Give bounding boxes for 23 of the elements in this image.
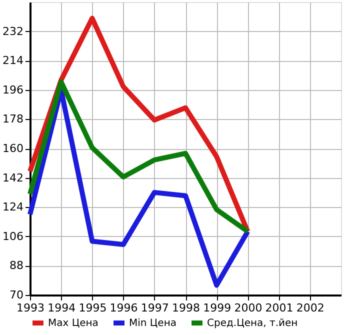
x-tick-label: 1994 bbox=[48, 302, 76, 314]
x-tick-label: 2000 bbox=[234, 302, 262, 314]
x-tick-label: 1993 bbox=[16, 302, 44, 314]
legend-label: Сред.Цена, т.йен bbox=[207, 318, 298, 329]
x-tick-label: 1999 bbox=[203, 302, 232, 314]
y-tick-label: 214 bbox=[2, 54, 24, 68]
x-tick-label: 1997 bbox=[140, 302, 169, 314]
x-tick-label: 2001 bbox=[265, 302, 294, 314]
y-tick-label: 88 bbox=[10, 259, 24, 272]
x-tick-label: 1996 bbox=[110, 302, 138, 314]
y-tick-label: 196 bbox=[2, 83, 24, 96]
y-tick-label: 178 bbox=[2, 112, 24, 126]
legend-label: Max Цена bbox=[48, 318, 98, 329]
x-tick-label: 2002 bbox=[296, 302, 324, 314]
legend-label: Min Цена bbox=[129, 318, 177, 329]
y-tick-label: 106 bbox=[2, 230, 24, 243]
y-tick-label: 142 bbox=[2, 171, 24, 184]
y-tick-label: 160 bbox=[2, 142, 24, 155]
y-tick-label: 124 bbox=[2, 200, 24, 214]
x-tick-label: 1995 bbox=[78, 302, 107, 314]
x-tick-label: 1998 bbox=[172, 302, 200, 314]
y-tick-label: 232 bbox=[2, 24, 24, 38]
y-tick-label: 70 bbox=[10, 288, 24, 302]
